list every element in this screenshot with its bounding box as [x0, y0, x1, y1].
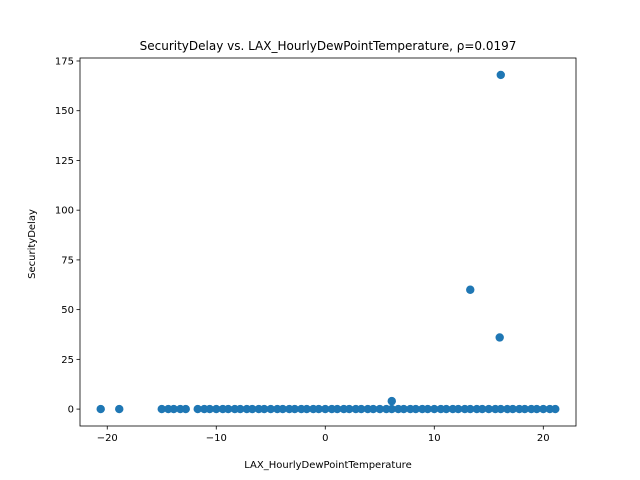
x-tick-label: 0 [322, 433, 328, 444]
y-tick-label: 100 [55, 206, 74, 217]
x-tick-label: −10 [206, 433, 227, 444]
data-point [539, 404, 548, 414]
data-point [157, 404, 166, 414]
data-point [181, 404, 190, 414]
chart-title: SecurityDelay vs. LAX_HourlyDewPointTemp… [140, 39, 517, 53]
data-point [357, 404, 366, 414]
data-point [236, 404, 245, 414]
data-point [193, 404, 202, 414]
data-point [387, 396, 396, 406]
y-tick-label: 150 [55, 106, 74, 117]
data-point [302, 404, 311, 414]
data-point [375, 404, 384, 414]
data-point [484, 404, 493, 414]
data-point [290, 404, 299, 414]
x-axis: −20 −10 0 10 20 [97, 426, 550, 444]
data-point [278, 404, 287, 414]
y-axis: 0 25 50 75 100 125 150 175 [55, 56, 80, 416]
data-points [96, 70, 560, 414]
data-point [96, 404, 105, 414]
data-point [466, 404, 475, 414]
data-point [169, 404, 178, 414]
plot-frame [79, 57, 577, 427]
x-tick-label: 20 [537, 433, 550, 444]
y-tick-label: 125 [55, 156, 74, 167]
data-point [423, 404, 432, 414]
x-axis-label: LAX_HourlyDewPointTemperature [244, 460, 411, 471]
data-point [115, 404, 124, 414]
data-point [551, 404, 560, 414]
y-tick-label: 50 [61, 305, 74, 316]
data-point [212, 404, 221, 414]
data-point [314, 404, 323, 414]
data-point [345, 404, 354, 414]
y-axis-label: SecurityDelay [27, 209, 38, 279]
data-point [369, 404, 378, 414]
y-tick-label: 175 [55, 56, 74, 67]
data-point [224, 404, 233, 414]
data-point [478, 404, 487, 414]
data-point [387, 404, 396, 414]
data-point [532, 404, 541, 414]
x-tick-label: 10 [428, 433, 441, 444]
data-point [496, 70, 505, 80]
data-point [454, 404, 463, 414]
data-point [399, 404, 408, 414]
data-point [333, 404, 342, 414]
data-point [442, 404, 451, 414]
x-tick-label: −20 [97, 433, 118, 444]
data-point [508, 404, 517, 414]
y-tick-label: 0 [68, 405, 74, 416]
data-point [205, 404, 214, 414]
data-point [411, 404, 420, 414]
y-tick-label: 25 [61, 355, 74, 366]
data-point [466, 285, 475, 294]
plot-area [79, 57, 577, 427]
data-point [266, 404, 275, 414]
data-point [495, 333, 504, 342]
data-point [260, 404, 269, 414]
data-point [321, 404, 330, 414]
data-point [248, 404, 257, 414]
data-point [496, 404, 505, 414]
data-point [430, 404, 439, 414]
data-point [520, 404, 529, 414]
y-tick-label: 75 [61, 255, 74, 266]
